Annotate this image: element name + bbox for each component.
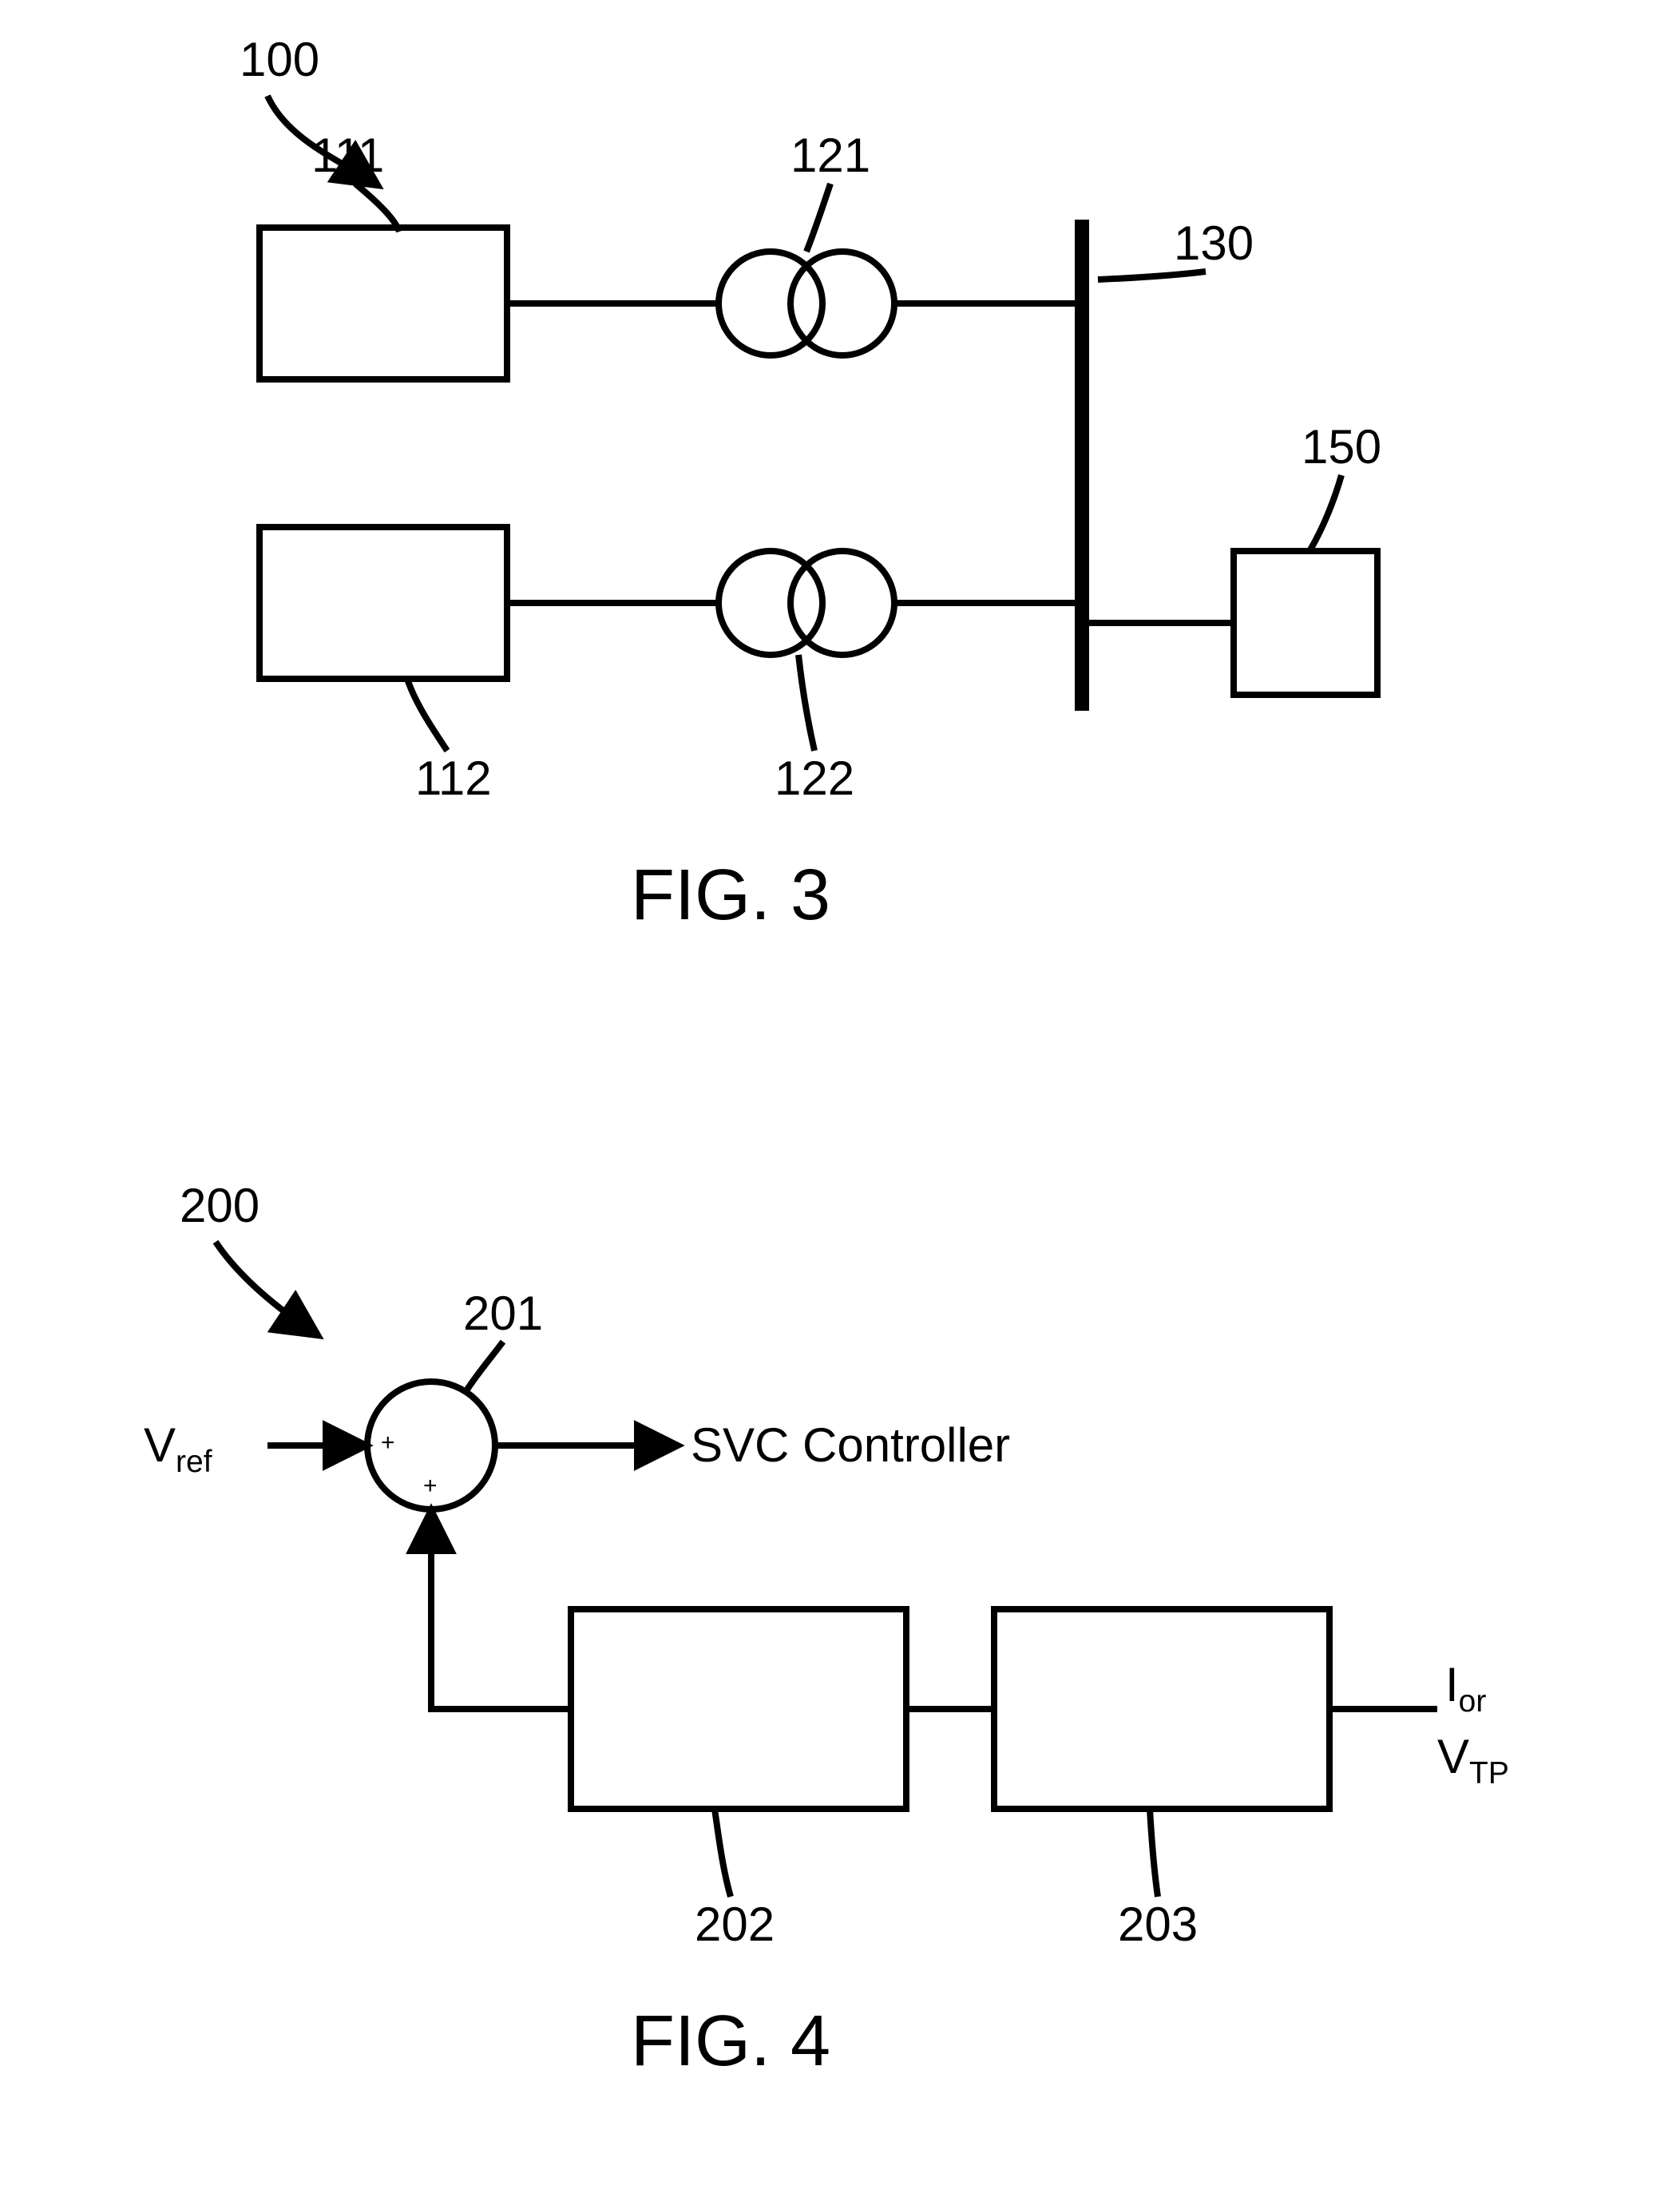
label-150: 150 — [1302, 419, 1381, 474]
leader-121 — [806, 184, 830, 252]
label-ior: Ior — [1445, 1657, 1486, 1719]
label-112: 112 — [415, 751, 492, 806]
label-vref: Vref — [144, 1418, 212, 1480]
wire-202-sum — [431, 1513, 571, 1709]
label-130: 130 — [1174, 216, 1254, 271]
caption-fig4: FIG. 4 — [631, 2001, 830, 2083]
leader-130 — [1098, 272, 1206, 280]
label-vtp: VTP — [1437, 1729, 1509, 1791]
leader-203 — [1150, 1809, 1158, 1897]
transformer-122-coil-b — [790, 551, 894, 655]
block-111 — [260, 228, 507, 379]
label-201: 201 — [463, 1286, 543, 1341]
page: 100 111 121 130 150 112 122 FIG. 3 200 2… — [0, 0, 1680, 2189]
leader-201 — [467, 1342, 503, 1390]
transformer-121-coil-b — [790, 252, 894, 355]
label-200: 200 — [180, 1178, 260, 1233]
leader-202 — [715, 1809, 731, 1897]
label-203: 203 — [1118, 1897, 1198, 1952]
label-svc: SVC Controller — [691, 1418, 1010, 1473]
block-150 — [1234, 551, 1377, 695]
label-100: 100 — [240, 32, 319, 87]
fig3 — [260, 96, 1377, 751]
fig4 — [216, 1242, 1437, 1897]
label-121: 121 — [790, 128, 870, 183]
leader-122 — [798, 655, 814, 751]
leader-112 — [407, 679, 447, 751]
sum-plus-bottom: + — [423, 1473, 438, 1500]
sum-plus-left: + — [381, 1430, 395, 1457]
block-203 — [994, 1609, 1329, 1809]
diagram-svg — [0, 0, 1680, 2189]
block-202 — [571, 1609, 906, 1809]
label-202: 202 — [695, 1897, 775, 1952]
label-122: 122 — [775, 751, 854, 806]
pointer-200 — [216, 1242, 315, 1334]
block-112 — [260, 527, 507, 679]
label-111: 111 — [311, 128, 384, 183]
leader-150 — [1310, 475, 1341, 551]
caption-fig3: FIG. 3 — [631, 855, 830, 937]
